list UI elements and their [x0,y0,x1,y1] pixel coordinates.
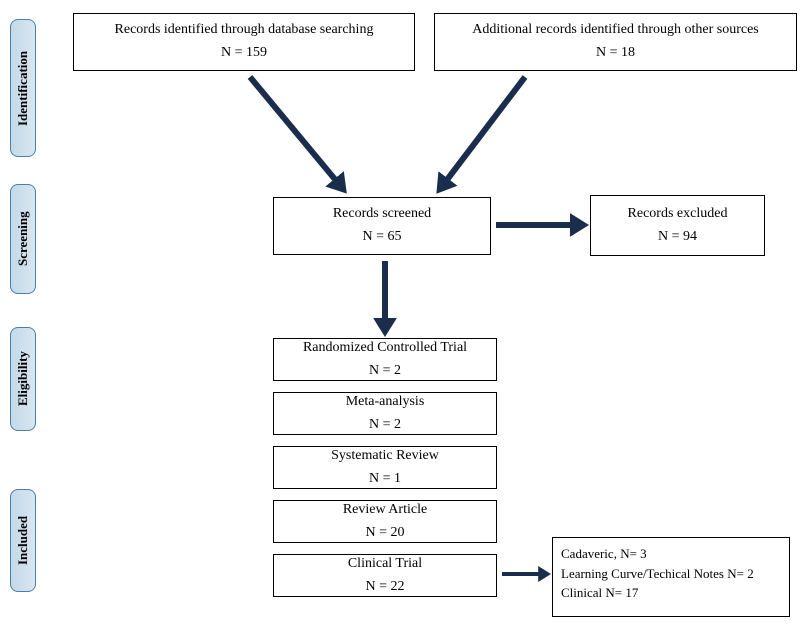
box-review-n: N = 20 [365,524,404,543]
box-meta-title: Meta-analysis [346,393,425,412]
stage-eligibility: Eligibility [10,327,36,431]
box-clinical: Clinical Trial N = 22 [273,554,497,597]
box-clinical-n: N = 22 [365,578,404,597]
prisma-flowchart: Identification Screening Eligibility Inc… [0,0,810,643]
box-db-search-title: Records identified through database sear… [115,21,374,40]
box-clinical-title: Clinical Trial [348,555,422,574]
box-sysrev-title: Systematic Review [331,447,439,466]
arrow-db-to-screened [250,77,343,189]
stage-screening-label: Screening [15,212,31,267]
stage-identification: Identification [10,19,36,157]
clinical-detail-line-2: Clinical N= 17 [561,583,638,603]
box-clinical-detail: Cadaveric, N= 3 Learning Curve/Techical … [552,537,790,617]
stage-included-label: Included [15,516,31,565]
box-screened: Records screened N = 65 [273,197,491,255]
box-screened-title: Records screened [333,205,431,224]
clinical-detail-line-1: Learning Curve/Techical Notes N= 2 [561,564,754,584]
stage-eligibility-label: Eligibility [15,352,31,407]
box-review: Review Article N = 20 [273,500,497,543]
box-db-search-n: N = 159 [221,44,267,63]
box-meta-n: N = 2 [369,416,401,435]
box-rct: Randomized Controlled Trial N = 2 [273,338,497,381]
box-other-sources: Additional records identified through ot… [434,13,797,71]
box-screened-n: N = 65 [362,228,401,247]
box-meta: Meta-analysis N = 2 [273,392,497,435]
stage-included: Included [10,489,36,592]
box-excluded-title: Records excluded [628,205,728,224]
box-rct-n: N = 2 [369,362,401,381]
box-review-title: Review Article [343,501,427,520]
clinical-detail-line-0: Cadaveric, N= 3 [561,544,647,564]
box-db-search: Records identified through database sear… [73,13,415,71]
box-other-sources-n: N = 18 [596,44,635,63]
arrow-other-to-screened [440,77,525,189]
box-rct-title: Randomized Controlled Trial [303,339,467,358]
box-excluded-n: N = 94 [658,228,697,247]
box-other-sources-title: Additional records identified through ot… [472,21,759,40]
stage-screening: Screening [10,184,36,294]
stage-identification-label: Identification [15,50,31,125]
box-sysrev-n: N = 1 [369,470,401,489]
box-sysrev: Systematic Review N = 1 [273,446,497,489]
box-excluded: Records excluded N = 94 [590,195,765,256]
